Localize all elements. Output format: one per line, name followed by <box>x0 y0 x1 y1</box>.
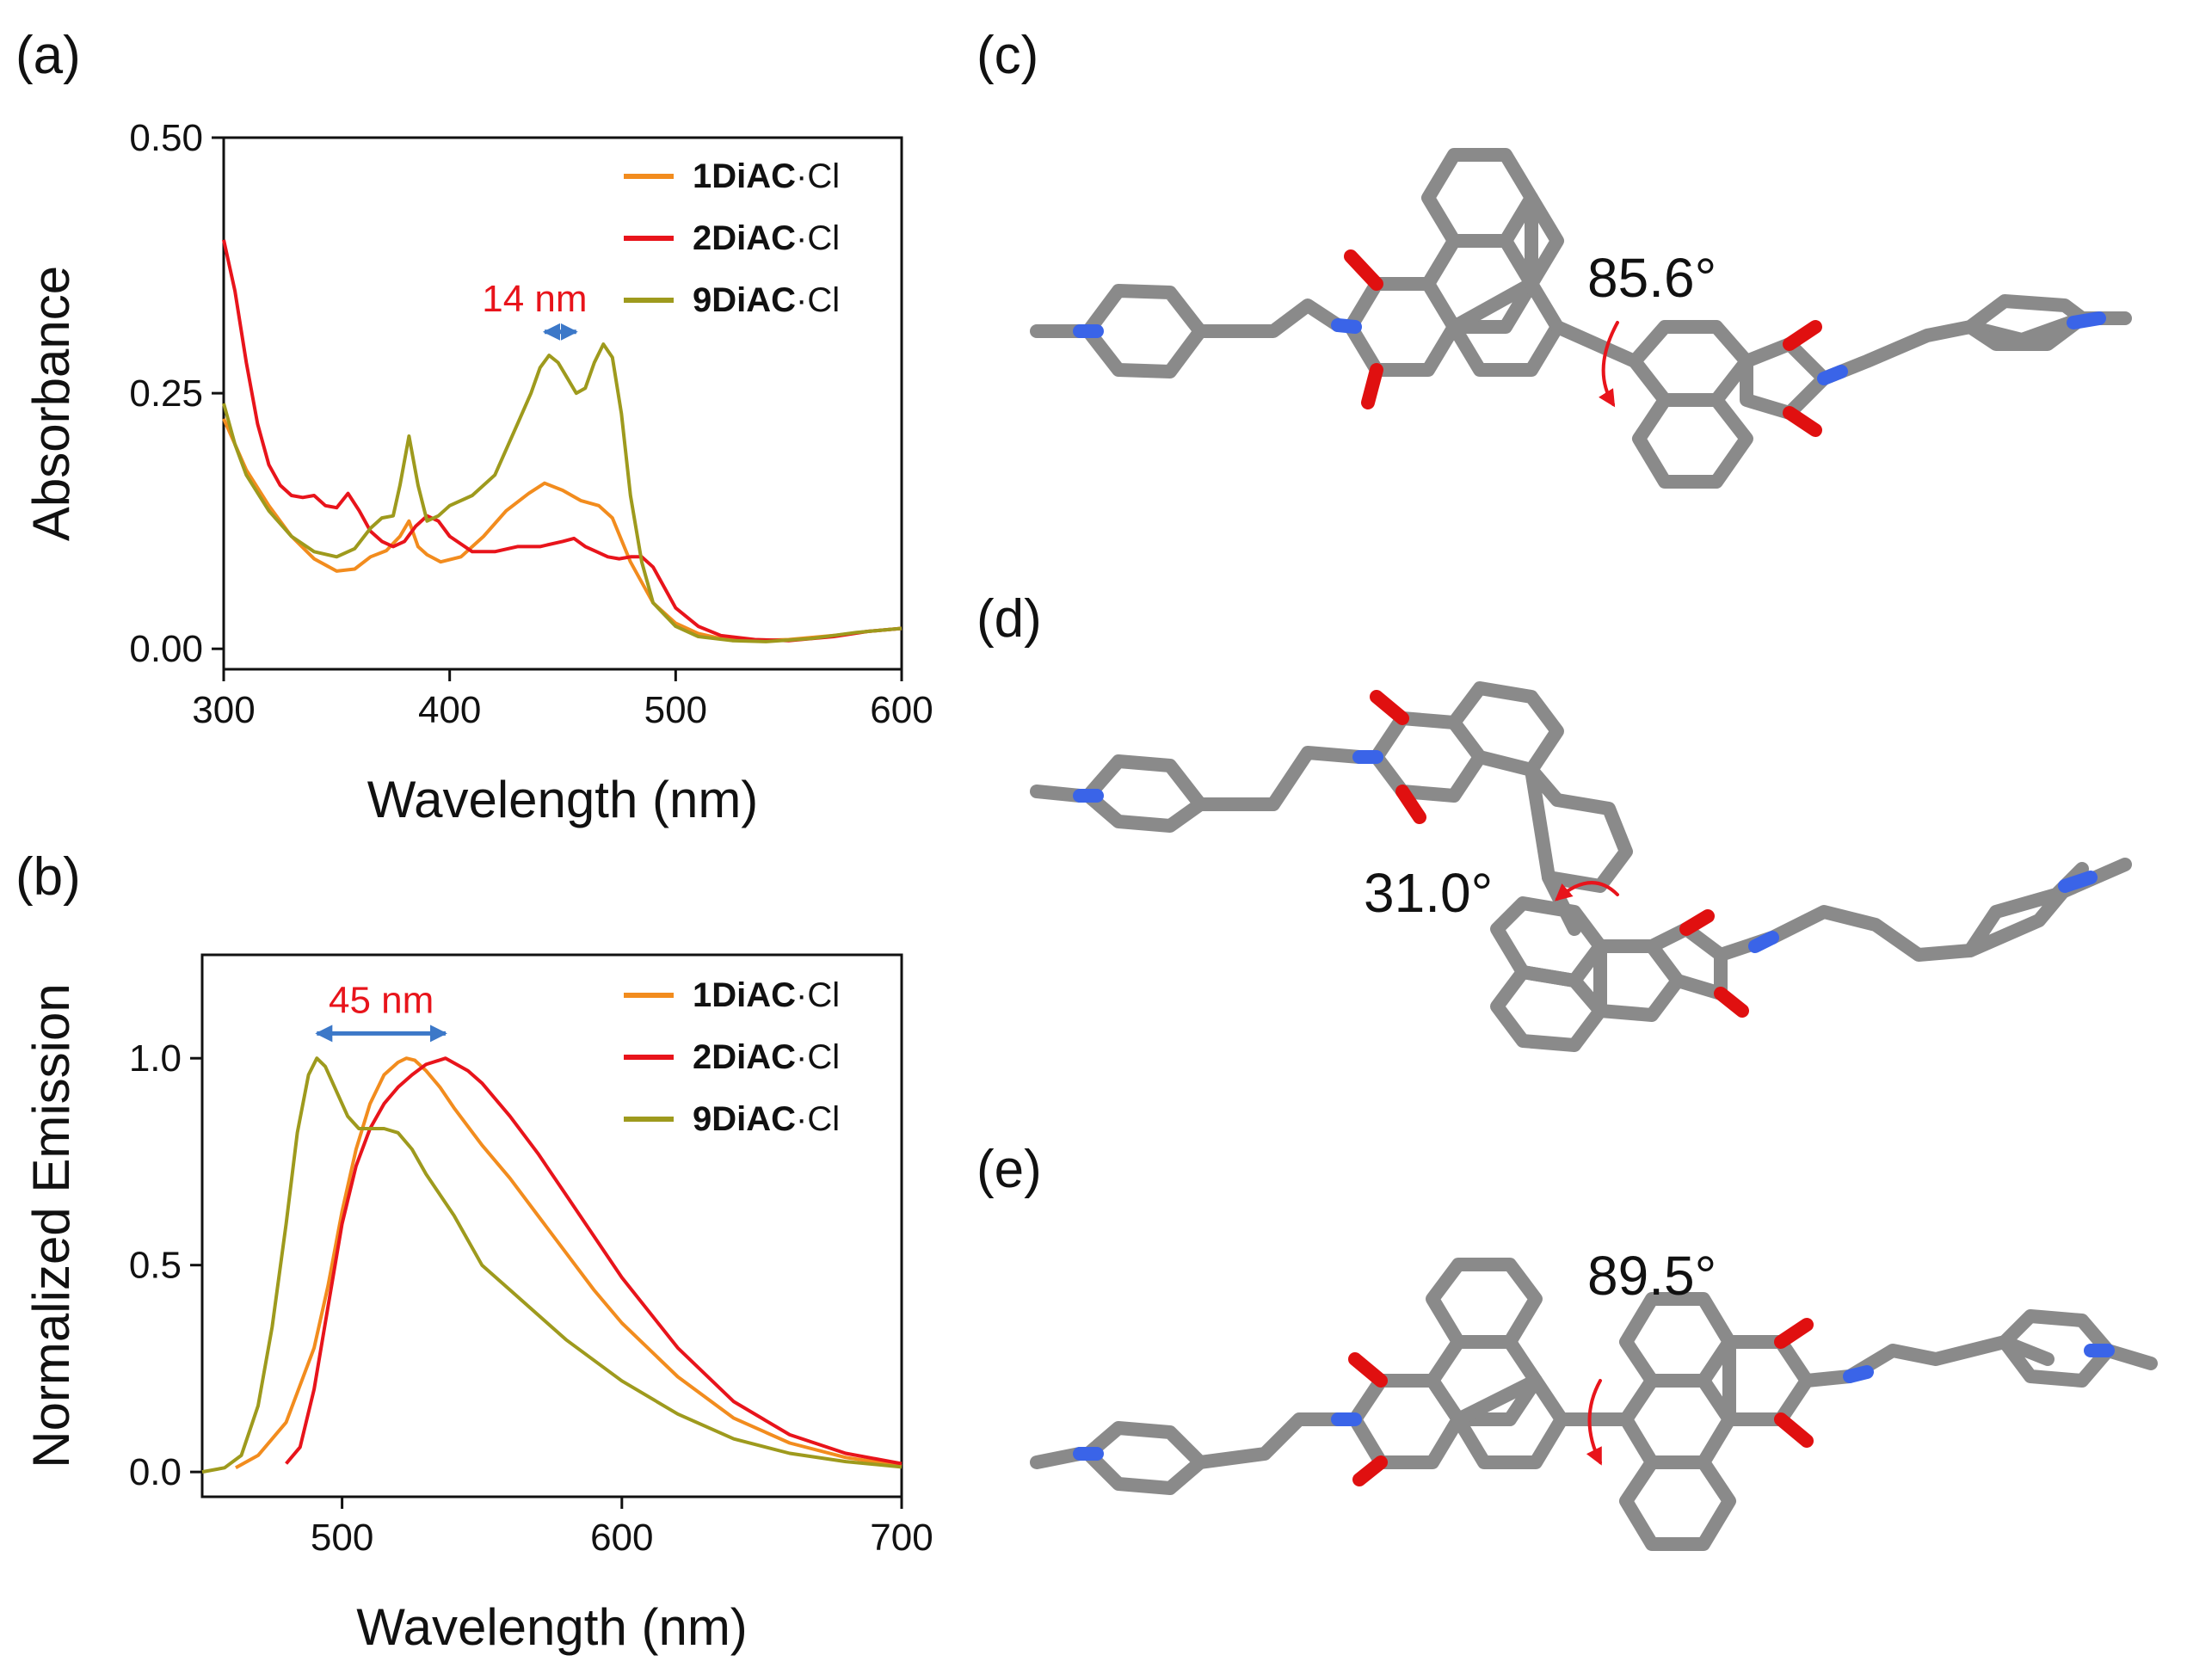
molecule-structure-d <box>1030 681 2132 1052</box>
plot-frame <box>200 953 903 1498</box>
annotation-label: 45 nm <box>329 979 434 1021</box>
x-tick-label: 700 <box>870 1517 933 1559</box>
panel-label-e: (e) <box>976 1140 1042 1199</box>
legend-label-1DiAC: 1DiAC·Cl <box>693 157 840 195</box>
panel-e: (e) <box>976 1140 2158 1551</box>
x-tick-label: 500 <box>311 1517 373 1559</box>
y-axis-title: Absorbance <box>22 266 80 541</box>
series-line-2DiAC <box>285 1056 903 1466</box>
series-line-9DiAC <box>201 1056 903 1474</box>
plot-frame <box>222 136 903 671</box>
panel-d: (d) <box>976 589 2132 1052</box>
y-tick-label: 0.00 <box>129 628 203 670</box>
legend-label-2DiAC: 2DiAC·Cl <box>693 219 840 257</box>
series-line-1DiAC <box>222 417 903 643</box>
legend-label-9DiAC: 9DiAC·Cl <box>693 1100 840 1138</box>
panel-b: (b) 500 600 700 0.0 0.5 1.0 Wavelength (nm) Nor… <box>15 847 933 1656</box>
angle-label-d: 31.0° <box>1364 862 1493 924</box>
y-axis-title: Normalized Emission <box>22 983 80 1468</box>
annotation-label: 14 nm <box>482 278 587 320</box>
series-line-9DiAC <box>222 342 903 643</box>
y-tick-label: 0.0 <box>129 1451 182 1493</box>
series-line-1DiAC <box>235 1056 903 1470</box>
panel-a: (a) 300 400 500 600 0.00 0.25 0.50 Wavelength (… <box>15 26 933 828</box>
chart-b-emission: 500 600 700 0.0 0.5 1.0 Wavelength (nm) Normali… <box>22 953 933 1656</box>
molecule-structure-e <box>1030 1258 2158 1551</box>
panel-c: (c) <box>976 26 2132 489</box>
x-axis-title: Wavelength (nm) <box>367 771 759 828</box>
legend-label-1DiAC: 1DiAC·Cl <box>693 976 840 1014</box>
series-line-2DiAC <box>222 239 903 643</box>
y-tick-label: 0.5 <box>129 1245 182 1287</box>
x-tick-label: 400 <box>418 689 481 731</box>
chart-a-absorbance: 300 400 500 600 0.00 0.25 0.50 Wavelength (nm) A… <box>22 117 933 828</box>
y-tick-label: 1.0 <box>129 1037 182 1080</box>
molecule-structure-c <box>1030 148 2132 489</box>
legend-label-9DiAC: 9DiAC·Cl <box>693 281 840 319</box>
y-tick-label: 0.50 <box>129 117 203 159</box>
panel-label-d: (d) <box>976 589 1042 649</box>
x-tick-label: 600 <box>870 689 933 731</box>
x-axis-title: Wavelength (nm) <box>356 1598 748 1656</box>
x-tick-label: 500 <box>644 689 707 731</box>
x-tick-label: 300 <box>192 689 255 731</box>
angle-label-c: 85.6° <box>1587 247 1716 309</box>
y-tick-label: 0.25 <box>129 372 203 415</box>
x-tick-label: 600 <box>590 1517 653 1559</box>
angle-label-e: 89.5° <box>1587 1245 1716 1307</box>
panel-label-c: (c) <box>976 26 1038 85</box>
panel-label-a: (a) <box>15 26 81 85</box>
panel-label-b: (b) <box>15 847 81 907</box>
legend-label-2DiAC: 2DiAC·Cl <box>693 1038 840 1076</box>
